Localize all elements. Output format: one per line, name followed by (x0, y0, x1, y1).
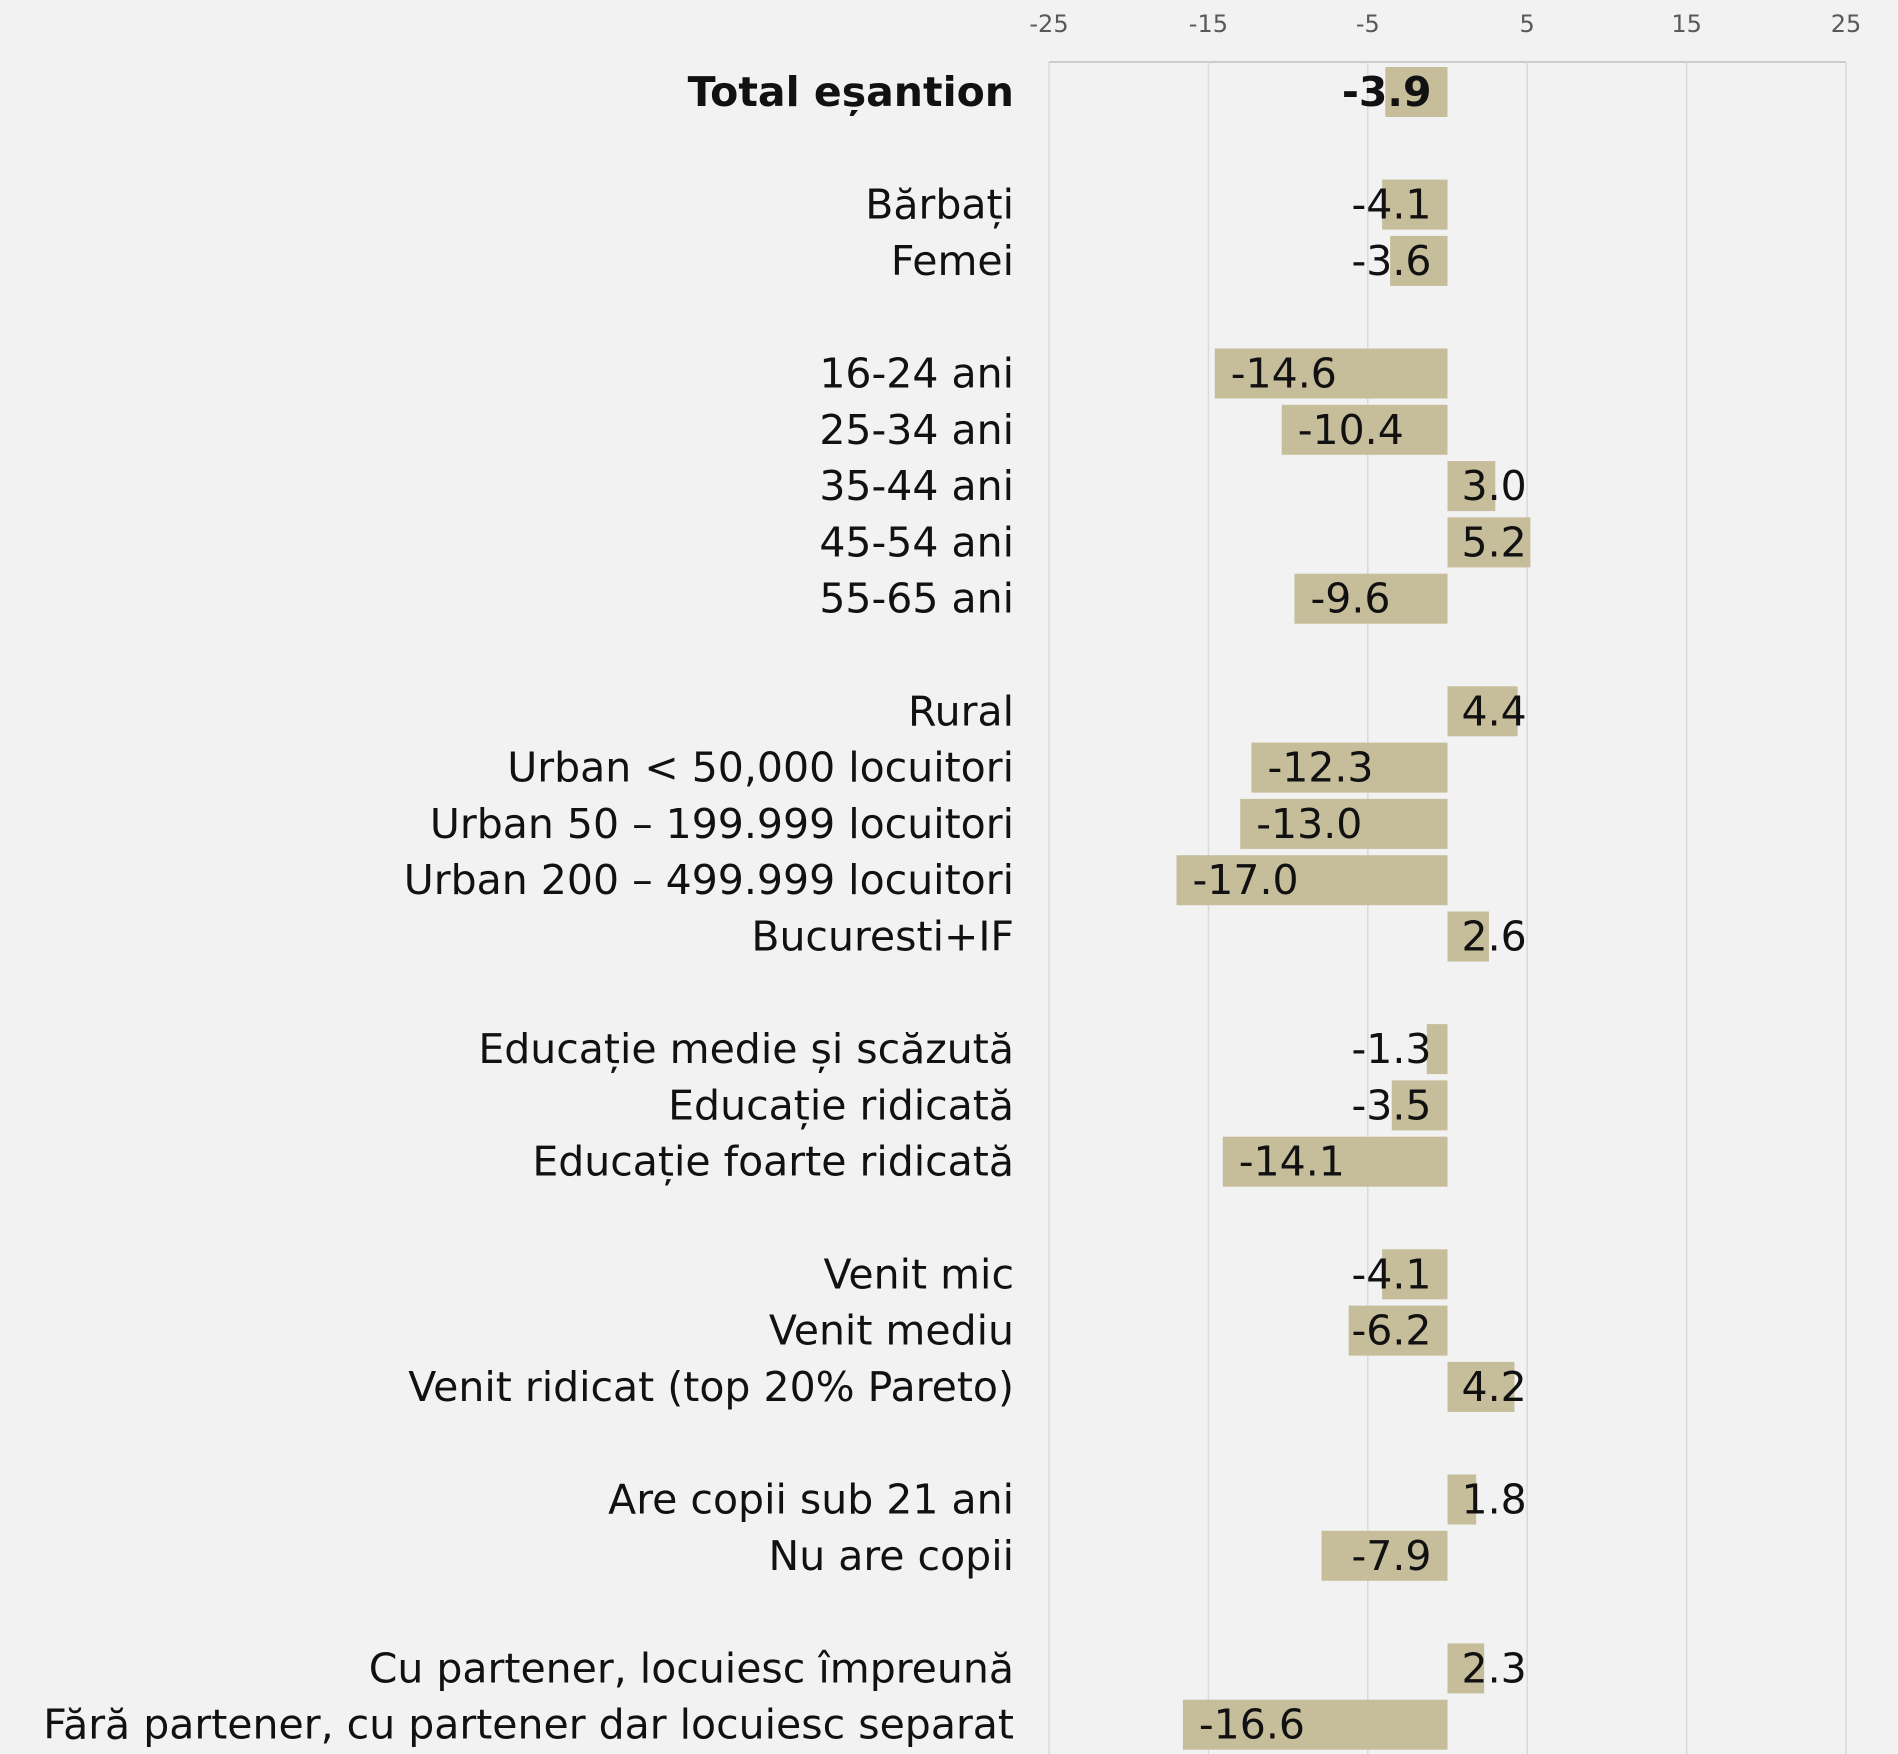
category-labels: Total eșantion Bărbați Femei 16-24 ani 25-34… (43, 68, 1014, 1749)
data-label: 4.2 (1462, 1363, 1527, 1411)
category-label: Total eșantion (688, 68, 1014, 116)
data-label: -13.0 (1256, 800, 1362, 848)
data-label: -3.9 (1342, 68, 1432, 116)
bar (1214, 348, 1448, 399)
bar (1251, 742, 1448, 793)
bar (1390, 235, 1448, 286)
data-label: 2.6 (1462, 913, 1527, 961)
data-label: -1.3 (1352, 1025, 1432, 1073)
data-label: -4.1 (1352, 181, 1432, 229)
bar (1447, 517, 1531, 568)
category-label: Rural (908, 687, 1014, 735)
x-tick-label: -25 (1029, 10, 1068, 38)
category-label: 45-54 ani (819, 518, 1014, 566)
bar (1348, 1305, 1448, 1356)
x-tick-label: -5 (1356, 10, 1380, 38)
category-label: Urban < 50,000 locuitori (507, 744, 1014, 792)
data-label: 3.0 (1462, 462, 1527, 510)
bar (1391, 1080, 1448, 1131)
data-label: -17.0 (1193, 856, 1299, 904)
data-label: -4.1 (1352, 1250, 1432, 1298)
bar (1281, 404, 1448, 455)
x-tick-label: 15 (1671, 10, 1702, 38)
bar (1294, 573, 1448, 624)
bar (1385, 67, 1448, 117)
data-label: -3.5 (1352, 1081, 1432, 1129)
bar (1447, 1361, 1515, 1412)
bar (1382, 1249, 1448, 1300)
bar (1182, 1699, 1448, 1750)
category-label: 35-44 ani (819, 462, 1014, 510)
bar (1447, 461, 1496, 512)
x-tick-label: 25 (1831, 10, 1862, 38)
category-label: Venit ridicat (top 20% Pareto) (408, 1363, 1014, 1411)
category-label: Educație foarte ridicată (532, 1138, 1014, 1186)
data-label: -16.6 (1199, 1701, 1305, 1749)
data-label: 4.4 (1462, 687, 1527, 735)
category-label: Fără partener, cu partener dar locuiesc … (43, 1701, 1014, 1749)
category-label: 25-34 ani (819, 406, 1014, 454)
x-axis-ticks: -25 -15 -5 5 15 25 (1029, 10, 1861, 38)
bar (1447, 686, 1518, 737)
bar (1222, 1136, 1448, 1187)
category-label: Educație ridicată (668, 1081, 1014, 1129)
gridlines (1048, 61, 1847, 1754)
bar (1447, 911, 1489, 962)
category-label: Bărbați (865, 181, 1014, 229)
x-tick-label: 5 (1520, 10, 1535, 38)
data-label: -7.9 (1352, 1532, 1432, 1580)
data-label: 1.8 (1462, 1476, 1527, 1524)
bar (1382, 179, 1448, 230)
data-label: -14.1 (1239, 1138, 1345, 1186)
data-label: -9.6 (1310, 575, 1390, 623)
bar (1447, 1643, 1485, 1694)
bar (1176, 855, 1448, 906)
bar (1447, 1474, 1477, 1525)
data-label: 2.3 (1462, 1644, 1527, 1692)
bar (1240, 798, 1448, 849)
category-label: Femei (891, 237, 1014, 285)
value-labels: -3.9 -4.1 -3.6 -14.6 -10.4 3.0 5.2 -9.6 4.4 -12.3… (1193, 68, 1527, 1749)
bar (1321, 1530, 1448, 1581)
category-label: Nu are copii (769, 1532, 1014, 1580)
category-label: Bucuresti+IF (751, 913, 1014, 961)
data-label: -10.4 (1298, 406, 1404, 454)
x-tick-label: -15 (1189, 10, 1228, 38)
category-label: Are copii sub 21 ani (608, 1476, 1014, 1524)
category-label: Educație medie și scăzută (478, 1025, 1014, 1073)
category-label: 16-24 ani (819, 350, 1014, 398)
data-label: -14.6 (1231, 350, 1337, 398)
bars (1176, 67, 1531, 1750)
data-label: -6.2 (1352, 1307, 1432, 1355)
bar (1426, 1024, 1448, 1075)
category-label: Cu partener, locuiesc împreună (369, 1644, 1014, 1692)
category-label: Venit mic (824, 1250, 1014, 1298)
category-label: Urban 50 – 199.999 locuitori (430, 800, 1014, 848)
data-label: -3.6 (1352, 237, 1432, 285)
category-label: 55-65 ani (819, 575, 1014, 623)
data-label: -12.3 (1267, 744, 1373, 792)
category-label: Venit mediu (769, 1307, 1014, 1355)
data-label: 5.2 (1462, 518, 1527, 566)
category-label: Urban 200 – 499.999 locuitori (404, 856, 1014, 904)
